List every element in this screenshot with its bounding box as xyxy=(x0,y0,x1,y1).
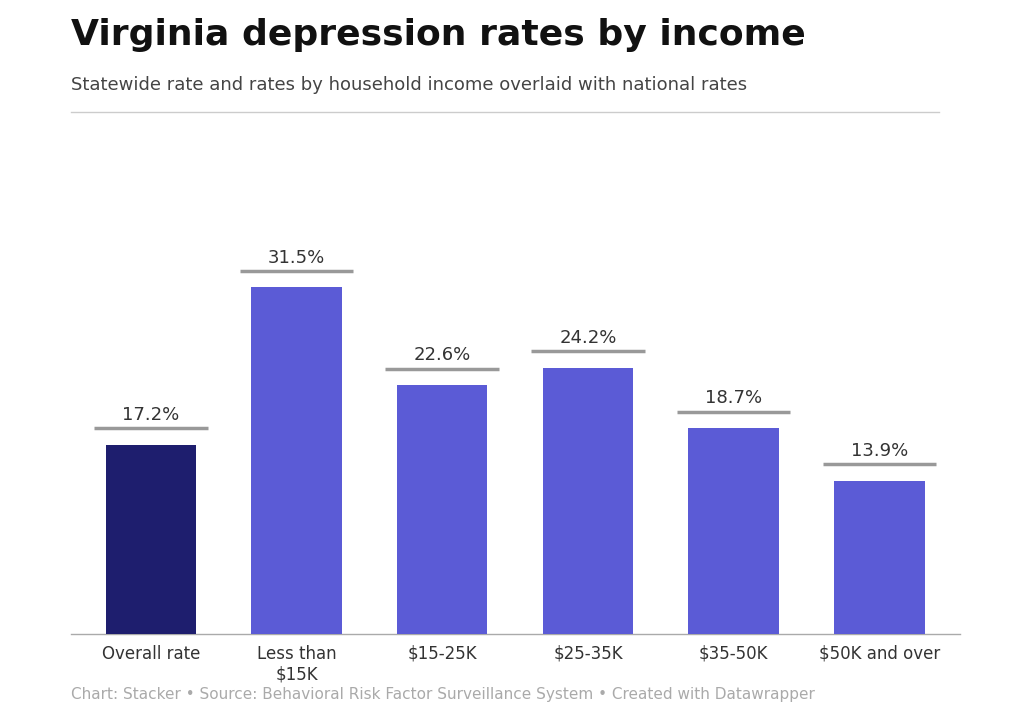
Text: 18.7%: 18.7% xyxy=(705,390,763,408)
Text: Virginia depression rates by income: Virginia depression rates by income xyxy=(71,18,805,52)
Bar xyxy=(834,481,924,634)
Text: Statewide rate and rates by household income overlaid with national rates: Statewide rate and rates by household in… xyxy=(71,76,746,94)
Text: 31.5%: 31.5% xyxy=(268,248,325,266)
Text: 13.9%: 13.9% xyxy=(850,442,908,460)
Text: Chart: Stacker • Source: Behavioral Risk Factor Surveillance System • Created wi: Chart: Stacker • Source: Behavioral Risk… xyxy=(71,687,815,702)
Text: 24.2%: 24.2% xyxy=(560,329,617,347)
Bar xyxy=(542,368,633,634)
Text: 17.2%: 17.2% xyxy=(122,405,180,423)
Bar xyxy=(689,428,779,634)
Bar xyxy=(251,287,341,634)
Bar xyxy=(397,385,488,634)
Text: 22.6%: 22.6% xyxy=(414,346,471,364)
Bar xyxy=(106,444,196,634)
